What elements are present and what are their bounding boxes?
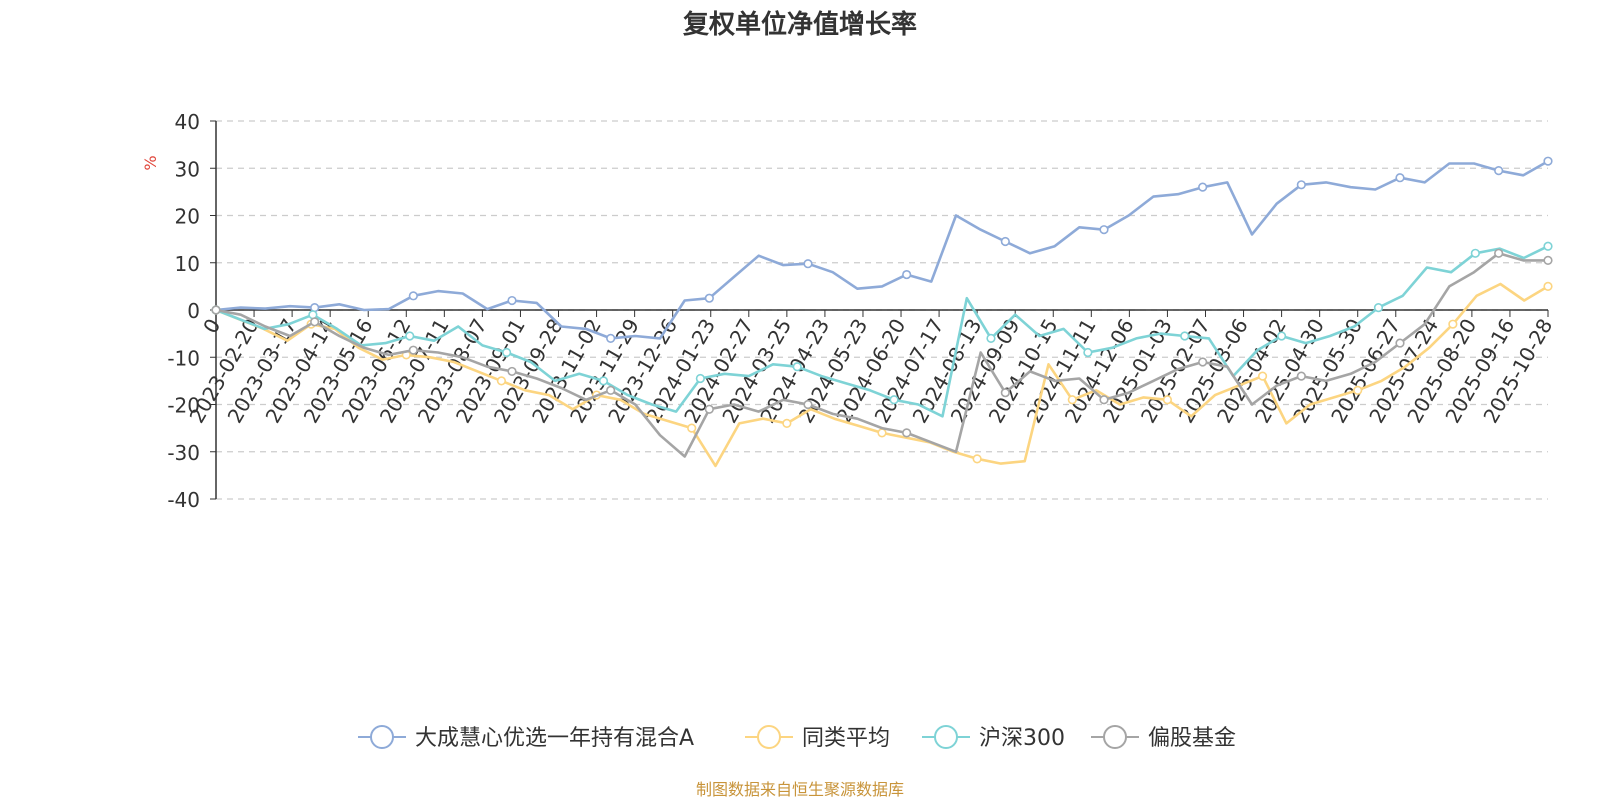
series-point: [606, 385, 616, 395]
legend-swatch-marker: [1103, 725, 1127, 749]
legend-swatch-marker: [757, 725, 781, 749]
series-point: [972, 454, 982, 464]
series-point: [1543, 241, 1553, 251]
chart-title: 复权单位净值增长率: [683, 9, 917, 40]
series-line: [215, 245, 1549, 418]
series-point: [782, 418, 792, 429]
series-point: [877, 428, 887, 438]
series-point: [1353, 385, 1363, 395]
series-point: [1099, 225, 1109, 235]
series-point: [1083, 347, 1093, 358]
y-tick-label: 20: [175, 205, 200, 229]
legend-swatch-marker: [370, 725, 394, 749]
series-0: [211, 156, 1553, 343]
x-tick-label: 0: [198, 315, 225, 338]
series-point: [1494, 166, 1504, 176]
series-point: [405, 331, 415, 341]
series-point: [408, 291, 418, 301]
y-tick-label: 10: [175, 252, 200, 276]
series-point: [1448, 319, 1458, 329]
series-point: [803, 259, 813, 269]
series-point: [598, 376, 609, 386]
series-point: [502, 347, 512, 358]
legend-item: 偏股基金: [1091, 725, 1236, 751]
series-point: [1494, 248, 1504, 258]
y-tick-label: -30: [167, 441, 200, 465]
series-point: [1543, 255, 1553, 265]
series-point: [1395, 338, 1405, 348]
series-point: [1373, 303, 1384, 313]
legend-label: 沪深300: [979, 726, 1065, 751]
series-point: [1067, 395, 1077, 405]
series-point: [211, 305, 221, 315]
legend-label: 偏股基金: [1148, 726, 1236, 751]
series-point: [1198, 357, 1208, 367]
legend-label: 同类平均: [802, 726, 890, 751]
y-tick-label: -20: [167, 394, 200, 418]
legend-item: 同类平均: [745, 725, 890, 751]
series-point: [902, 428, 912, 438]
series-1: [211, 281, 1553, 468]
legend-item: 大成慧心优选一年持有混合A: [358, 725, 694, 751]
series-point: [507, 295, 517, 306]
series-point: [695, 373, 705, 384]
series-point: [1296, 371, 1306, 381]
series-point: [1000, 236, 1010, 247]
series-point: [1543, 281, 1553, 291]
y-tick-label: -10: [167, 346, 200, 370]
series-point: [310, 317, 320, 327]
source-note: 制图数据来自恒生聚源数据库: [696, 780, 904, 799]
legend-swatch-marker: [934, 725, 958, 749]
series-point: [1395, 173, 1405, 183]
series-point: [1000, 388, 1010, 398]
series-point: [1470, 248, 1480, 258]
series-point: [986, 333, 996, 343]
series-layer: [211, 156, 1553, 468]
series-point: [507, 366, 517, 377]
legend: 大成慧心优选一年持有混合A 同类平均 沪深300 偏股基金: [358, 725, 1236, 751]
series-point: [889, 395, 899, 405]
series-point: [496, 376, 507, 386]
series-point: [1276, 331, 1287, 341]
y-tick-label: 0: [187, 299, 200, 323]
series-point: [1198, 182, 1208, 192]
series-point: [704, 404, 714, 414]
y-tick-label: 30: [175, 157, 200, 181]
series-point: [1296, 180, 1306, 190]
series-line: [215, 160, 1549, 340]
series-3: [211, 248, 1553, 458]
legend-label: 大成慧心优选一年持有混合A: [415, 726, 694, 751]
legend-item: 沪深300: [922, 725, 1065, 751]
series-point: [1180, 331, 1190, 341]
series-line: [215, 252, 1548, 458]
series-point: [803, 399, 813, 410]
series-point: [606, 333, 616, 343]
series-point: [1543, 156, 1553, 166]
series-point: [792, 362, 802, 372]
series-point: [1257, 371, 1268, 381]
y-tick-label: -40: [167, 488, 200, 512]
series-point: [704, 293, 714, 303]
y-tick-label: 40: [175, 110, 200, 134]
series-point: [1162, 395, 1173, 405]
series-point: [687, 423, 697, 433]
series-point: [902, 269, 912, 280]
series-point: [1099, 395, 1109, 405]
series-point: [408, 345, 418, 355]
y-axis-unit-label: %: [141, 155, 160, 170]
